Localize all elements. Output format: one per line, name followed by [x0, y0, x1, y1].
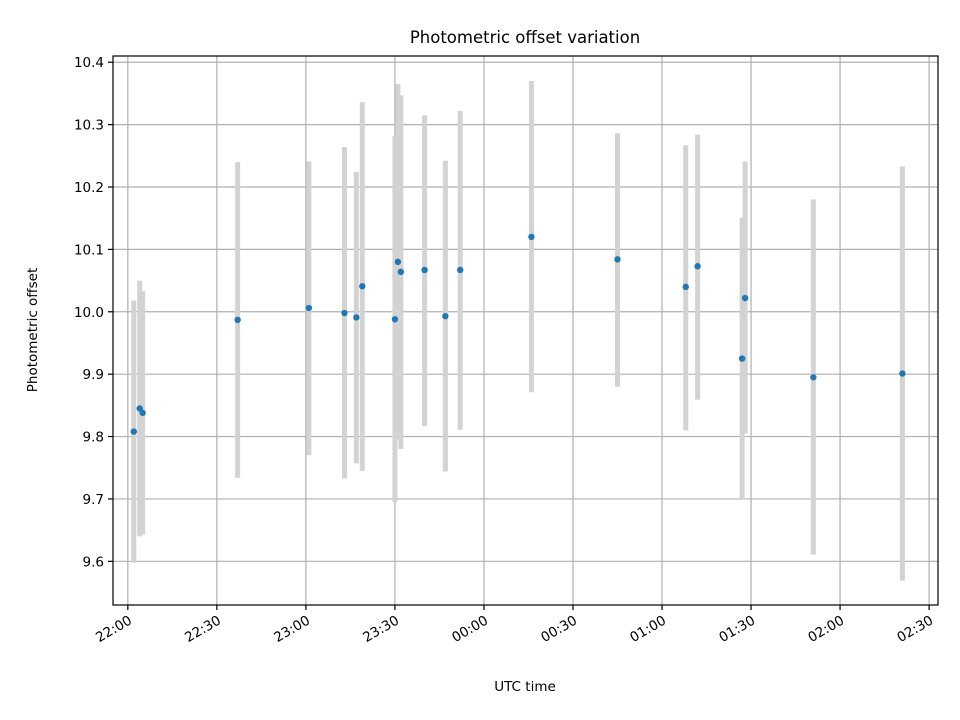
- data-point: [614, 256, 621, 263]
- y-tick-label: 9.9: [83, 367, 104, 383]
- chart-title: Photometric offset variation: [410, 28, 640, 47]
- plot-frame: [112, 55, 939, 606]
- data-point: [305, 304, 313, 312]
- y-tick-label: 10.0: [74, 305, 104, 321]
- data-point: [682, 283, 689, 291]
- y-axis-ticks: 9.6 9.7 9.8 9.9 10.0 10.1 10.2 10.3 10.4: [74, 55, 113, 570]
- x-axis-label: UTC time: [494, 679, 556, 695]
- y-tick-label: 9.6: [83, 554, 104, 570]
- data-point: [130, 428, 137, 435]
- data-point: [341, 309, 348, 317]
- y-tick-label: 10.1: [74, 242, 104, 258]
- data-point: [391, 316, 399, 323]
- data-point: [457, 266, 464, 274]
- data-point: [738, 355, 746, 362]
- data-point: [421, 266, 428, 274]
- y-tick-label: 10.4: [74, 55, 104, 71]
- y-tick-label: 9.8: [83, 430, 104, 446]
- data-points: [130, 233, 906, 435]
- y-tick-label: 10.2: [74, 180, 104, 196]
- data-point: [528, 233, 535, 241]
- grid: [113, 56, 938, 605]
- data-point: [810, 374, 817, 381]
- data-point: [353, 314, 360, 321]
- data-point: [394, 258, 402, 266]
- data-point: [359, 283, 366, 290]
- data-point: [139, 409, 146, 417]
- data-point: [899, 370, 906, 377]
- data-point: [397, 268, 405, 276]
- y-tick-label: 10.3: [74, 118, 104, 134]
- y-axis-label: Photometric offset: [25, 268, 41, 392]
- y-tick-label: 9.7: [83, 492, 104, 508]
- data-point: [741, 294, 749, 302]
- data-point: [694, 263, 701, 270]
- data-point: [442, 312, 449, 320]
- data-point: [234, 316, 241, 324]
